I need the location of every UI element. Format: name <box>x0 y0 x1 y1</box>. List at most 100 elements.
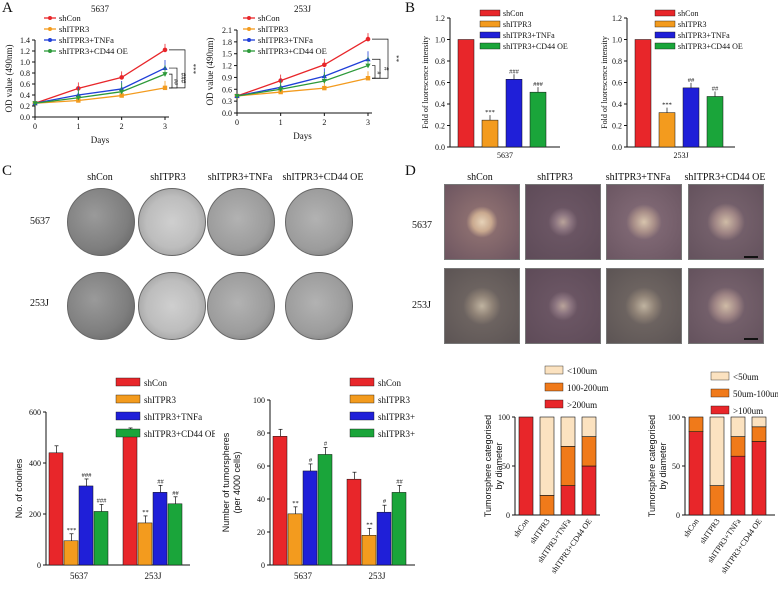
legend-swatch <box>544 365 564 375</box>
data-label: *** <box>485 109 495 116</box>
legend-label: shITPR3+TNFa <box>503 31 555 40</box>
y-tick-label: 100 <box>498 413 510 422</box>
x-axis-label: 5637 <box>497 151 513 160</box>
sphere-micrograph <box>606 184 682 260</box>
legend-label: shITPR3 <box>59 24 89 34</box>
data-label: ## <box>688 77 695 84</box>
bar <box>93 511 109 566</box>
y-tick-label: 0 <box>261 561 265 570</box>
bar <box>78 485 94 566</box>
bar <box>272 436 288 566</box>
stacked-bar <box>581 436 597 467</box>
legend-marker <box>247 38 251 42</box>
chart-c1: 0 200 400 600 No. of colonies 5637 *** ### ### 25… <box>14 377 215 581</box>
sig-bracket <box>372 65 376 79</box>
legend-swatch <box>479 20 501 28</box>
sphere-title-shcon: shCon <box>467 172 493 183</box>
bar <box>361 535 377 566</box>
data-point <box>75 95 81 101</box>
y-tick-label: 0.8 <box>435 57 445 66</box>
data-label: # <box>309 457 313 464</box>
legend-marker <box>247 49 251 53</box>
x-tick-label: 5637 <box>70 571 89 581</box>
series-line <box>236 58 369 97</box>
legend-marker <box>247 27 251 31</box>
sphere-micrograph <box>444 184 520 260</box>
legend-label: shITPR3 <box>378 395 411 405</box>
bar <box>137 522 153 566</box>
y-tick-label: 0.3 <box>222 97 232 106</box>
legend-label: 50um-100um <box>733 389 778 399</box>
y-tick-label: 0.2 <box>20 102 30 111</box>
stacked-bar <box>688 431 704 516</box>
legend-label: shITPR3+TNFa <box>59 35 114 45</box>
sphere-micrograph <box>525 184 601 260</box>
y-tick-label: 0.8 <box>612 57 622 66</box>
data-label: ## <box>172 490 179 497</box>
colony-dish <box>138 188 206 256</box>
y-tick-label: 20 <box>257 528 265 537</box>
stacked-bar <box>560 446 576 486</box>
bar <box>391 492 407 566</box>
bar <box>63 540 79 566</box>
bar <box>317 454 333 566</box>
data-point <box>322 85 327 91</box>
y-tick-label: 0 <box>506 511 510 520</box>
data-point <box>162 47 168 53</box>
y-axis-label: OD value (490nm) <box>4 45 14 113</box>
colony-dish <box>207 188 275 256</box>
legend-label: <50um <box>733 372 759 382</box>
y-axis-label: by diameter <box>494 442 504 489</box>
bar <box>457 39 475 148</box>
y-tick-label: 1.2 <box>222 62 232 71</box>
y-axis-label: Tumorsphere categorised <box>483 415 493 517</box>
legend-label: shITPR3+TNFa <box>678 31 730 40</box>
y-tick-label: 0.0 <box>20 113 30 122</box>
y-tick-label: 1.2 <box>435 14 445 23</box>
x-tick-label: 2 <box>120 122 124 131</box>
colony-dish <box>138 272 206 340</box>
legend-swatch <box>710 405 730 415</box>
y-tick-label: 40 <box>257 495 265 504</box>
y-tick-label: 2.1 <box>222 26 232 35</box>
bar <box>152 492 168 566</box>
chart-a1: 0.0 0.2 0.4 0.6 0.8 1.0 1.2 1.4 0 1 2 3 Days OD value… <box>4 4 197 145</box>
colony-title-shitpr3: shITPR3 <box>150 172 186 183</box>
series-line <box>236 38 369 97</box>
legend-swatch <box>349 411 375 421</box>
legend-label: shITPR3 <box>144 395 177 405</box>
legend-label: >100um <box>733 406 763 416</box>
data-point <box>32 101 38 107</box>
y-tick-label: 50 <box>502 462 510 471</box>
x-tick-label: shCon <box>682 517 701 539</box>
legend-label: shITPR3 <box>503 20 531 29</box>
sphere-title-shitpr3: shITPR3 <box>537 172 573 183</box>
data-label: ** <box>142 509 149 516</box>
data-point <box>162 72 168 77</box>
legend-label: shCon <box>678 9 698 18</box>
y-tick-label: 0.6 <box>435 79 445 88</box>
data-label: ### <box>97 497 108 504</box>
scale-bar <box>744 256 758 258</box>
stacked-bar <box>581 465 597 516</box>
y-tick-label: 1.4 <box>20 36 30 45</box>
x-axis-label: 253J <box>673 151 688 160</box>
y-tick-label: 1.8 <box>222 38 232 47</box>
legend-label: shITPR3+TNFa <box>144 412 202 422</box>
data-label: ** <box>292 500 299 507</box>
sphere-micrograph <box>688 268 764 344</box>
scale-bar <box>744 338 758 340</box>
y-axis-label: (per 4000 cells) <box>232 451 242 513</box>
y-tick-label: 100 <box>253 396 265 405</box>
y-tick-label: 0.2 <box>612 122 622 131</box>
legend-swatch <box>349 428 375 438</box>
y-tick-label: 0.6 <box>612 79 622 88</box>
panel-label-a: A <box>2 0 13 16</box>
legend-swatch <box>544 399 564 409</box>
y-axis-label: Tumorsphere categorised <box>647 415 657 517</box>
bar <box>48 452 64 566</box>
y-tick-label: 1.0 <box>612 36 622 45</box>
y-tick-label: 0.0 <box>222 109 232 118</box>
sig-bracket <box>169 73 173 89</box>
colony-row-5637: 5637 <box>30 216 50 227</box>
